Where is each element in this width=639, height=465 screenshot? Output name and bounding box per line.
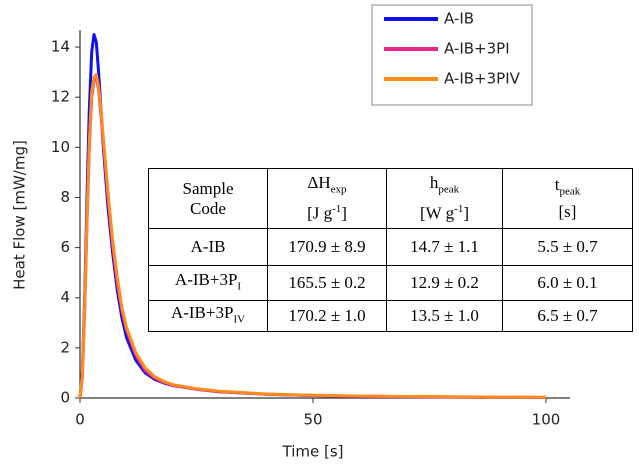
text: A-IB — [190, 237, 226, 256]
text: A-IB+3P — [170, 303, 234, 322]
x-tick-label: 0 — [75, 411, 85, 429]
text: Sample — [182, 178, 234, 198]
superscript: -1 — [332, 203, 342, 216]
text: [W g — [420, 204, 455, 224]
results-table: Sample Code ΔHexp [J g-1] hpeak [W g-1] tpeak[… — [148, 168, 633, 333]
value-cell: 5.5 ± 0.7 — [502, 228, 633, 266]
y-tick-label: 12 — [51, 88, 70, 106]
y-tick-label: 14 — [51, 38, 70, 56]
x-tick-label: 100 — [532, 411, 561, 429]
y-axis-label: Heat Flow [mW/mg] — [11, 140, 29, 290]
legend-label: A-IB — [444, 10, 474, 28]
header-cell: hpeak [W g-1] — [386, 168, 503, 229]
y-tick-label: 0 — [60, 389, 70, 407]
subscript: I — [237, 280, 242, 293]
text: h — [429, 172, 439, 192]
y-tick-label: 6 — [60, 238, 70, 256]
value-cell: 6.5 ± 0.7 — [502, 299, 633, 333]
header-line: Code — [155, 199, 261, 219]
header-cell: ΔHexp [J g-1] — [267, 168, 387, 229]
header-line: ΔHexp — [274, 173, 380, 199]
text: Code — [190, 198, 226, 218]
header-cell: Sample Code — [148, 168, 268, 229]
sample-code: A-IB+3PIV — [148, 299, 268, 333]
subscript: peak — [559, 185, 581, 198]
header-line: [J g-1] — [274, 199, 380, 224]
value-cell: 165.5 ± 0.2 — [267, 265, 387, 301]
y-tick-label: 10 — [51, 138, 70, 156]
value-cell: 14.7 ± 1.1 — [386, 228, 503, 266]
table-row: A-IB+3PI 165.5 ± 0.2 12.9 ± 0.2 6.0 ± 0.1 — [148, 265, 633, 301]
legend: A-IB A-IB+3PI A-IB+3PIV — [371, 4, 533, 106]
value-cell: 170.2 ± 1.0 — [267, 299, 387, 333]
header-line: Sample — [155, 179, 261, 199]
x-tick-label: 50 — [303, 411, 322, 429]
text: ] — [463, 204, 469, 224]
text: A-IB+3P — [174, 269, 238, 289]
legend-label: A-IB+3PI — [444, 40, 510, 58]
text: t — [554, 175, 560, 195]
header-line: [W g-1] — [393, 199, 496, 224]
table-row: A-IB 170.9 ± 8.9 14.7 ± 1.1 5.5 ± 0.7 — [148, 228, 633, 266]
sample-code: A-IB+3PI — [148, 265, 268, 301]
superscript: -1 — [454, 203, 464, 216]
legend-box — [371, 4, 533, 106]
subscript: IV — [233, 313, 246, 326]
y-tick-label: 4 — [60, 288, 70, 306]
subscript: peak — [438, 183, 460, 196]
text: [s] — [558, 201, 577, 221]
value-cell: 6.0 ± 0.1 — [502, 265, 633, 301]
x-axis-label: Time [s] — [282, 443, 344, 461]
legend-label: A-IB+3PIV — [444, 70, 521, 88]
table-row: A-IB+3PIV 170.2 ± 1.0 13.5 ± 1.0 6.5 ± 0.7 — [148, 299, 633, 333]
value-cell: 170.9 ± 8.9 — [267, 228, 387, 266]
header-line: hpeak — [393, 173, 496, 199]
sample-code: A-IB — [148, 228, 268, 266]
header-line: [s] — [509, 202, 626, 222]
series-line — [78, 73, 547, 399]
header-line: tpeak — [509, 175, 626, 201]
header-row: Sample Code ΔHexp [J g-1] hpeak [W g-1] tpeak[… — [148, 168, 633, 229]
text: [J g — [307, 204, 333, 224]
text: ] — [341, 204, 347, 224]
subscript: exp — [330, 183, 347, 196]
y-tick-label: 8 — [60, 188, 70, 206]
value-cell: 12.9 ± 0.2 — [386, 265, 503, 301]
y-tick-label: 2 — [60, 338, 70, 356]
header-cell: tpeak [s] — [502, 168, 633, 229]
value-cell: 13.5 ± 1.0 — [386, 299, 503, 333]
text: ΔH — [307, 172, 331, 192]
